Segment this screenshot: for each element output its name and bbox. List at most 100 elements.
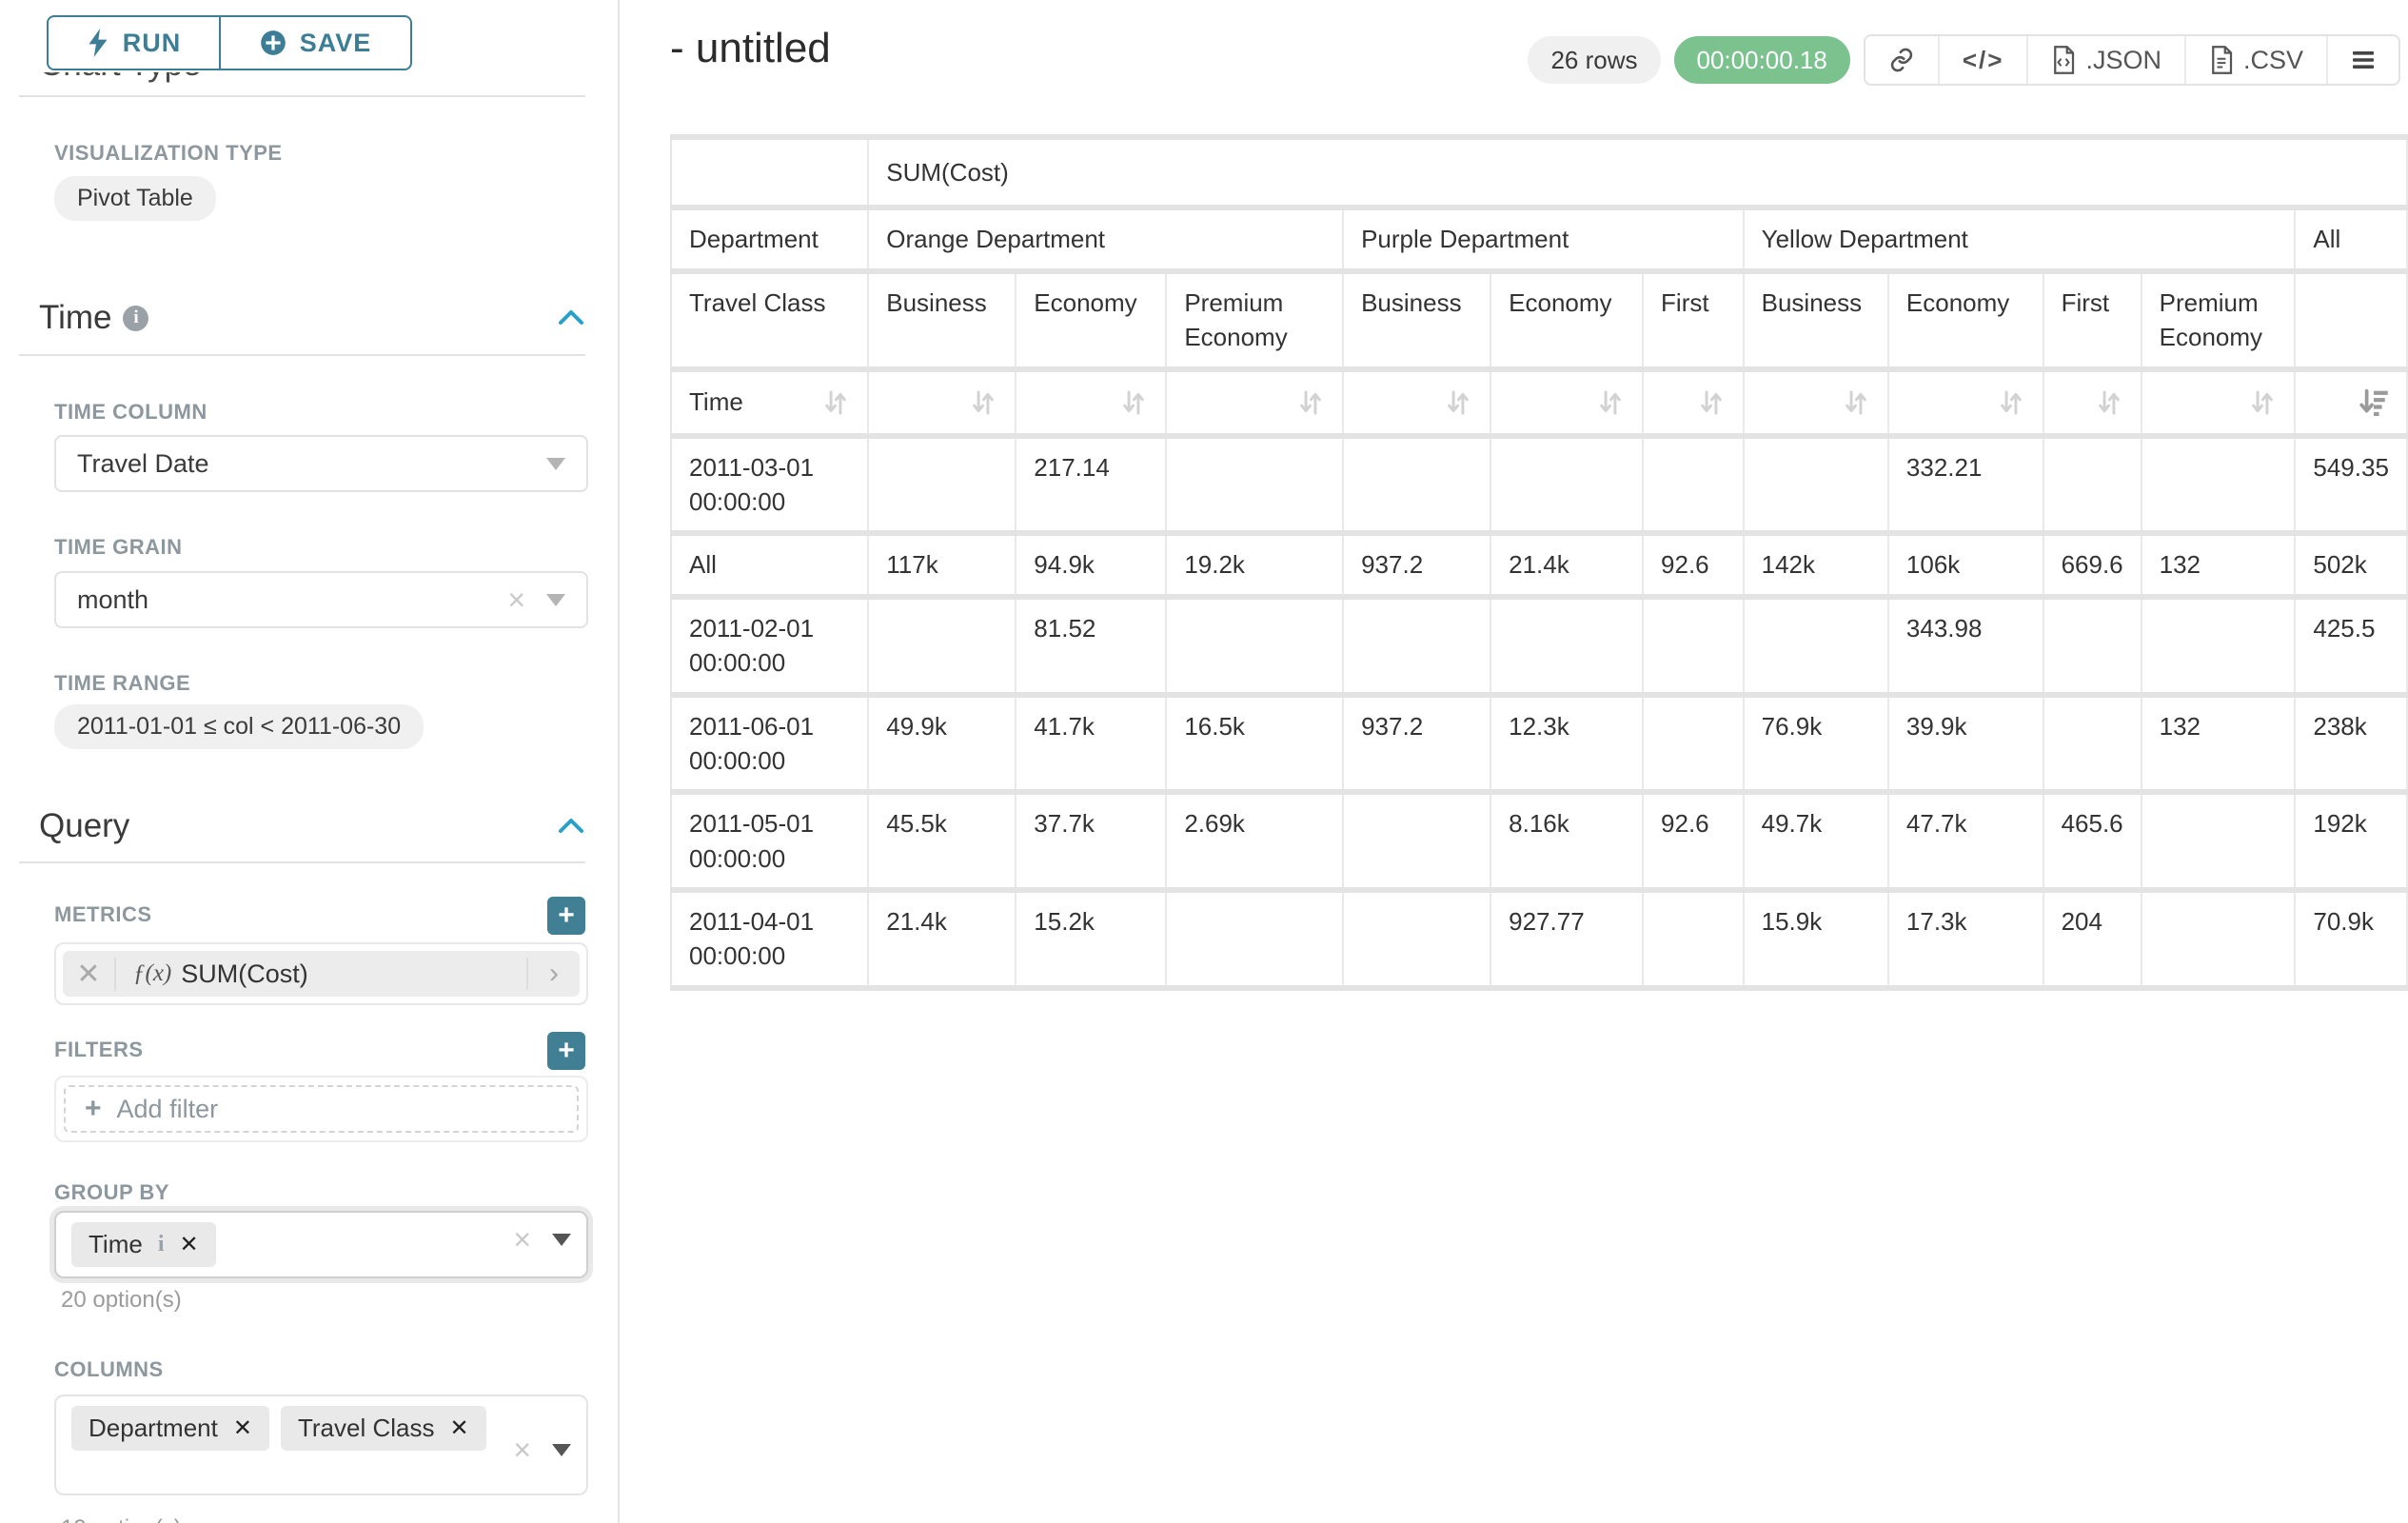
chip-travel-class[interactable]: Travel Class ✕ (280, 1406, 486, 1451)
export-csv-button[interactable]: .CSV (2186, 36, 2328, 84)
travel-class-header-row: Travel Class Business Economy Premium Econo… (671, 270, 2408, 372)
chevron-up-icon[interactable] (557, 308, 585, 327)
chevron-down-icon[interactable] (552, 1444, 571, 1456)
time-sort-header[interactable]: Time (671, 368, 870, 439)
travel-class-label-cell: Travel Class (671, 270, 870, 372)
clear-icon[interactable]: × (507, 582, 525, 617)
sort-header-cell[interactable] (2295, 368, 2408, 439)
view-query-button[interactable]: </> (1940, 36, 2029, 84)
copy-link-button[interactable] (1865, 36, 1940, 84)
chip-time[interactable]: Time i ✕ (71, 1222, 216, 1267)
pivot-value-cell (1343, 890, 1492, 991)
pivot-value-cell: 343.98 (1887, 596, 2044, 698)
sort-header-cell[interactable] (2043, 368, 2142, 439)
pivot-data-row: 2011-04-01 00:00:00 21.4k 15.2k 927.77 15.9k… (671, 890, 2408, 991)
columns-select[interactable]: Department ✕ Travel Class ✕ × (54, 1394, 588, 1495)
sort-icon[interactable] (969, 387, 997, 418)
sort-header-cell[interactable] (1887, 368, 2044, 439)
sort-header-cell[interactable] (1343, 368, 1492, 439)
time-grain-select[interactable]: month × (54, 571, 588, 628)
pivot-value-cell (1343, 792, 1492, 894)
pivot-value-cell: 238k (2295, 694, 2408, 796)
run-button[interactable]: RUN (47, 15, 220, 70)
metric-item[interactable]: ✕ ƒ(x) SUM(Cost) › (63, 951, 580, 997)
sort-header-cell[interactable] (1643, 368, 1745, 439)
pivot-value-cell (1343, 435, 1492, 537)
main-panel: - untitled 26 rows 00:00:00.18 </> (620, 0, 2408, 1523)
sort-icon[interactable] (1119, 387, 1148, 418)
chevron-right-icon[interactable]: › (526, 958, 580, 990)
save-button[interactable]: SAVE (220, 15, 412, 70)
time-section-header: Time i (39, 299, 585, 337)
remove-chip-icon[interactable]: ✕ (449, 1415, 469, 1441)
csv-file-icon (2212, 46, 2233, 74)
filters-container: + Add filter (54, 1076, 588, 1142)
chevron-up-icon[interactable] (557, 817, 585, 836)
json-file-icon (2054, 46, 2075, 74)
pivot-value-cell (2043, 435, 2142, 537)
pivot-value-cell (2141, 435, 2297, 537)
pivot-value-cell (2141, 596, 2297, 698)
sort-icon[interactable] (821, 387, 850, 418)
header-badges: 26 rows 00:00:00.18 </> .J (1528, 34, 2400, 86)
travel-class-cell: Economy (1016, 270, 1168, 372)
pivot-value-cell (1743, 596, 1889, 698)
pivot-value-cell: 106k (1887, 533, 2044, 600)
sort-icon[interactable] (1444, 387, 1472, 418)
sort-header-cell[interactable] (1490, 368, 1645, 439)
pivot-value-cell: 8.16k (1490, 792, 1645, 894)
more-menu-button[interactable] (2328, 36, 2398, 84)
sort-icon[interactable] (1997, 387, 2025, 418)
pivot-value-cell: 17.3k (1887, 890, 2044, 991)
add-metric-button[interactable]: + (547, 897, 585, 935)
sort-header-cell[interactable] (1166, 368, 1345, 439)
department-group-cell: All (2295, 208, 2408, 274)
sort-icon[interactable] (2248, 387, 2277, 418)
sort-header-cell[interactable] (1016, 368, 1168, 439)
travel-class-cell: Economy (1887, 270, 2044, 372)
time-range-pill[interactable]: 2011-01-01 ≤ col < 2011-06-30 (54, 704, 424, 749)
chip-department[interactable]: Department ✕ (71, 1406, 269, 1451)
group-by-select[interactable]: Time i ✕ × (54, 1211, 588, 1278)
department-group-cell: Yellow Department (1743, 208, 2297, 274)
sort-icon[interactable] (1296, 387, 1325, 418)
chip-label: Travel Class (297, 1414, 435, 1442)
sort-header-cell[interactable] (1743, 368, 1889, 439)
sort-icon[interactable] (1697, 387, 1726, 418)
pivot-value-cell: 117k (868, 533, 1017, 600)
visualization-type-label: VISUALIZATION TYPE (54, 141, 283, 165)
link-icon (1890, 48, 1913, 72)
pivot-value-cell: 21.4k (868, 890, 1017, 991)
sort-icon[interactable] (1842, 387, 1870, 418)
chevron-down-icon[interactable] (552, 1234, 571, 1246)
pivot-value-cell (1343, 596, 1492, 698)
sort-header-cell[interactable] (2141, 368, 2297, 439)
columns-chips: Department ✕ Travel Class ✕ (71, 1406, 502, 1451)
clear-icon[interactable]: × (513, 1433, 531, 1467)
export-json-button[interactable]: .JSON (2028, 36, 2186, 84)
remove-metric-icon[interactable]: ✕ (63, 957, 116, 991)
time-column-select[interactable]: Travel Date (54, 435, 588, 492)
code-icon: </> (1962, 45, 2004, 74)
export-toolbar: </> .JSON .CSV (1863, 34, 2400, 86)
sort-icon[interactable] (2095, 387, 2123, 418)
clear-icon[interactable]: × (513, 1222, 531, 1256)
add-filter-button[interactable]: + Add filter (64, 1085, 579, 1133)
pivot-value-cell (1743, 435, 1889, 537)
row-label-cell: 2011-06-01 00:00:00 (671, 694, 870, 796)
pivot-data-row: 2011-06-01 00:00:00 49.9k 41.7k 16.5k 937.2 1… (671, 694, 2408, 796)
pivot-value-cell (2043, 694, 2142, 796)
remove-chip-icon[interactable]: ✕ (179, 1232, 199, 1257)
pivot-value-cell: 92.6 (1643, 792, 1745, 894)
pivot-value-cell (1166, 596, 1345, 698)
chart-title[interactable]: - untitled (670, 25, 831, 71)
add-filter-plus-button[interactable]: + (547, 1032, 585, 1070)
sort-header-cell[interactable] (868, 368, 1017, 439)
row-label-cell: All (671, 533, 870, 600)
sort-descending-icon[interactable] (2359, 387, 2389, 418)
visualization-type-pill[interactable]: Pivot Table (54, 176, 216, 221)
pivot-value-cell: 45.5k (868, 792, 1017, 894)
remove-chip-icon[interactable]: ✕ (232, 1415, 252, 1441)
sort-icon[interactable] (1596, 387, 1625, 418)
row-count-badge: 26 rows (1528, 36, 1661, 84)
